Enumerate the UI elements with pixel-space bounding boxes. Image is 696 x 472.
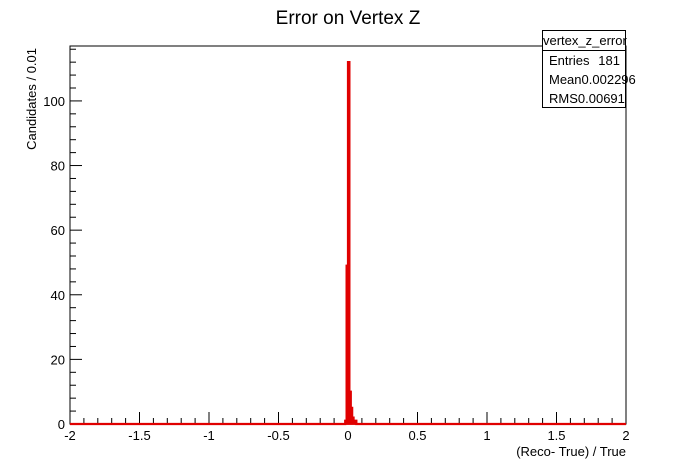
x-tick-label: -1 — [203, 428, 215, 443]
stats-box: vertex_z_error Entries 181 Mean 0.002296… — [542, 30, 636, 108]
stats-row-rms: RMS 0.00691 — [543, 89, 625, 108]
stats-row-entries: Entries 181 — [543, 51, 625, 70]
x-axis-label: (Reco- True) / True — [516, 444, 626, 459]
stats-value: 181 — [598, 53, 620, 68]
x-tick-label: 1.5 — [547, 428, 565, 443]
x-axis: -2 -1.5 -1 -0.5 0 0.5 1 1.5 2 — [64, 412, 630, 443]
x-tick-label: -1.5 — [128, 428, 150, 443]
stats-label: Mean — [549, 72, 582, 87]
stats-row-mean: Mean 0.002296 — [543, 70, 636, 89]
y-tick-label: 100 — [43, 94, 65, 109]
x-tick-label: 0.5 — [408, 428, 426, 443]
y-axis-label: Candidates / 0.01 — [24, 48, 39, 150]
stats-label: RMS — [549, 91, 578, 106]
x-tick-label: 2 — [622, 428, 629, 443]
y-tick-label: 0 — [58, 417, 65, 432]
y-tick-label: 20 — [51, 352, 65, 367]
y-tick-label: 40 — [51, 288, 65, 303]
stats-value: 0.002296 — [581, 72, 636, 87]
chart-title: Error on Vertex Z — [276, 8, 421, 29]
y-axis: 0 20 40 60 80 100 — [43, 48, 82, 432]
y-tick-label: 60 — [51, 223, 65, 238]
stats-value: 0.00691 — [577, 91, 625, 106]
y-tick-label: 80 — [51, 159, 65, 174]
histogram-bin — [354, 419, 358, 425]
x-tick-label: 1 — [483, 428, 490, 443]
x-tick-label: -0.5 — [267, 428, 289, 443]
stats-title: vertex_z_error — [543, 31, 627, 51]
stats-label: Entries — [549, 53, 590, 68]
histogram-series — [70, 61, 626, 426]
x-tick-label: -2 — [64, 428, 76, 443]
histogram-bin — [347, 61, 351, 425]
x-tick-label: 0 — [344, 428, 351, 443]
